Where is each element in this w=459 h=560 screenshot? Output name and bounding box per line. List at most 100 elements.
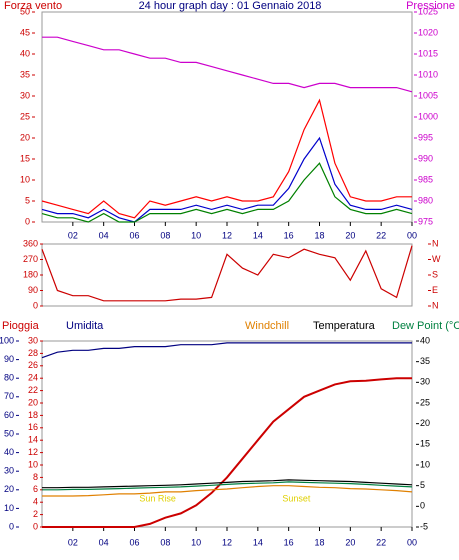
x-tick-label: 14 [253,230,263,240]
x-tick-label: 18 [314,230,324,240]
x-tick-label: 06 [129,230,139,240]
y2-tick-label: 30 [420,377,430,387]
y2-tick-label: 25 [420,397,430,407]
y3-tick-label: 4 [33,497,38,507]
y-tick-label: 70 [4,391,14,401]
y2-tick-label: S [432,269,438,279]
series-line [42,36,413,93]
x-tick-label: 04 [99,537,109,547]
x-tick-label: 16 [284,537,294,547]
x-tick-label: 20 [345,230,355,240]
y-tick-label: 35 [20,69,30,79]
y2-tick-label: 995 [418,132,433,142]
y-tick-label: 30 [20,90,30,100]
y3-tick-label: 0 [33,521,38,531]
annotation: Sun Rise [139,493,176,503]
annotation: Sunset [282,493,311,503]
series-line [41,245,413,302]
legend-entry: Windchill [245,320,289,332]
y-tick-label: 50 [4,428,14,438]
x-tick-label: 14 [253,537,263,547]
y3-tick-label: 8 [33,472,38,482]
x-tick-label: 12 [222,537,232,547]
y2-tick-label: 5 [420,480,425,490]
y2-tick-label: 40 [420,335,430,345]
x-tick-label: 00 [407,537,417,547]
y-tick-label: 60 [4,410,14,420]
y2-tick-label: 1020 [418,27,438,37]
x-tick-label: 12 [222,230,232,240]
y2-tick-label: 985 [418,174,433,184]
x-tick-label: 22 [376,230,386,240]
y-tick-label: 360 [23,238,38,248]
legend-entry: Umidita [66,320,104,332]
x-tick-label: 02 [68,230,78,240]
y2-tick-label: 990 [418,153,433,163]
y3-tick-label: 26 [28,360,38,370]
series-line [41,342,412,359]
y-tick-label: 40 [4,447,14,457]
y3-tick-label: 16 [28,422,38,432]
y3-tick-label: 24 [28,373,38,383]
pressure-axis-title: Pressione [406,0,455,12]
y-tick-label: 80 [4,373,14,383]
y-tick-label: 0 [33,300,38,310]
series-line [42,377,412,528]
legend-entry: Pioggia [2,320,40,332]
series-line [42,479,413,489]
y2-tick-label: -5 [420,521,428,531]
wind-axis-title: Forza vento [4,0,62,12]
y-tick-label: 270 [23,254,38,264]
series-line [41,136,413,223]
y2-tick-label: 0 [420,501,425,511]
series-line [42,485,413,497]
y2-tick-label: N [432,300,439,310]
x-tick-label: 20 [345,537,355,547]
y-tick-label: 10 [4,503,14,513]
y-tick-label: 90 [4,354,14,364]
chart-title: 24 hour graph day : 01 Gennaio 2018 [139,0,322,12]
y3-tick-label: 14 [28,435,38,445]
y3-tick-label: 18 [28,410,38,420]
y-tick-label: 180 [23,269,38,279]
y2-tick-label: 980 [418,195,433,205]
y-tick-label: 40 [20,48,30,58]
y2-tick-label: E [432,285,438,295]
x-tick-label: 08 [160,230,170,240]
y3-tick-label: 28 [28,348,38,358]
y-tick-label: 20 [4,484,14,494]
y-tick-label: 25 [20,111,30,121]
x-tick-label: 02 [68,537,78,547]
x-tick-label: 00 [407,230,417,240]
y-tick-label: 0 [25,216,30,226]
y3-tick-label: 20 [28,397,38,407]
x-tick-label: 10 [191,537,201,547]
x-tick-label: 22 [376,537,386,547]
x-tick-label: 06 [129,537,139,547]
y-tick-label: 45 [20,27,30,37]
x-tick-label: 04 [99,230,109,240]
y2-tick-label: 1000 [418,111,438,121]
y2-tick-label: 1010 [418,69,438,79]
y2-tick-label: 975 [418,216,433,226]
x-tick-label: 08 [160,537,170,547]
y2-tick-label: N [432,238,439,248]
y-tick-label: 15 [20,153,30,163]
y-tick-label: 20 [20,132,30,142]
y2-tick-label: 15 [420,439,430,449]
y-tick-label: 90 [28,285,38,295]
x-tick-label: 16 [284,230,294,240]
series-line [41,98,412,219]
legend-entry: Dew Point (°C [392,320,459,332]
y2-tick-label: 1015 [418,48,438,58]
x-tick-label: 10 [191,230,201,240]
y2-tick-label: 20 [420,418,430,428]
legend-entry: Temperatura [313,320,376,332]
y2-tick-label: 35 [420,356,430,366]
y2-tick-label: 1005 [418,90,438,100]
y3-tick-label: 6 [33,484,38,494]
y-tick-label: 5 [25,195,30,205]
series-line [42,481,413,491]
